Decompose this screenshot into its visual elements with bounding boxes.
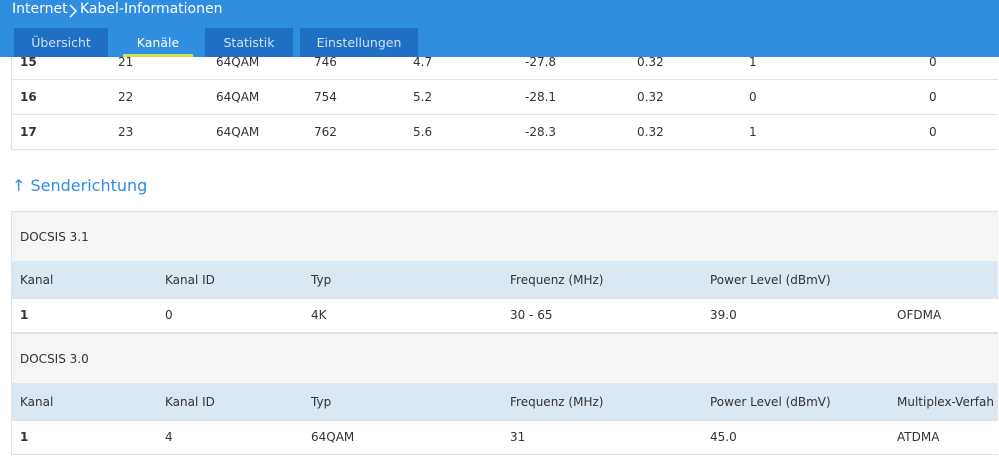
table-cell: 64QAM xyxy=(216,55,260,69)
tab[interactable]: Einstellungen xyxy=(300,28,418,57)
tab[interactable]: Übersicht xyxy=(14,28,108,57)
table-cell: 31 xyxy=(510,430,526,444)
header-bar: Internet Kabel-Informationen Übersicht Kanä… xyxy=(0,0,999,57)
table-cell: 1 xyxy=(749,125,757,139)
row-label: 15 xyxy=(20,55,37,69)
breadcrumb-item[interactable]: Internet xyxy=(12,1,68,17)
column-header: Kanal ID xyxy=(165,272,215,287)
table-row: 16 22 64QAM 754 5.2 -28.1 0.32 0 0 xyxy=(11,80,998,115)
table-cell: -27.8 xyxy=(525,55,557,69)
section-label: DOCSIS 3.1 xyxy=(20,229,89,244)
table-row: 1 0 4K 30 - 65 39.0 OFDMA xyxy=(11,298,998,333)
table-cell: 1 xyxy=(749,55,757,69)
section-label-row: DOCSIS 3.0 xyxy=(11,333,998,384)
column-header: Kanal xyxy=(20,272,54,287)
column-header: Kanal ID xyxy=(165,394,215,409)
breadcrumb-chevron xyxy=(69,4,78,18)
table-cell: 0.32 xyxy=(637,125,664,139)
table-row: 15 21 64QAM 746 4.7 -27.8 0.32 1 0 xyxy=(11,45,998,80)
column-header: Frequenz (MHz) xyxy=(510,272,604,287)
table-cell: 64QAM xyxy=(311,430,355,444)
row-label: 17 xyxy=(20,125,37,139)
column-header: Kanal xyxy=(20,394,54,409)
table-cell: ATDMA xyxy=(897,430,940,444)
column-header: Power Level (dBmV) xyxy=(710,272,831,287)
table-cell: 0 xyxy=(929,125,937,139)
table-cell: 0.32 xyxy=(637,90,664,104)
breadcrumb-current: Kabel-Informationen xyxy=(80,1,223,17)
section-label: DOCSIS 3.0 xyxy=(20,351,89,366)
table-cell: 762 xyxy=(314,125,337,139)
column-header: Power Level (dBmV) xyxy=(710,394,831,409)
section-title: ↑ Senderichtung xyxy=(12,176,148,195)
header-row: Kanal Kanal ID Typ Frequenz (MHz) Power Leve… xyxy=(11,261,998,299)
column-header: Multiplex-Verfah xyxy=(897,394,994,409)
table-cell: 45.0 xyxy=(710,430,737,444)
table-cell: 64QAM xyxy=(216,125,260,139)
table-cell: 64QAM xyxy=(216,90,260,104)
table-cell: 0 xyxy=(929,55,937,69)
table-cell: 0 xyxy=(929,90,937,104)
table-cell: 21 xyxy=(118,55,134,69)
row-label: 1 xyxy=(20,430,29,444)
table-cell: -28.1 xyxy=(525,90,557,104)
table-cell: 4.7 xyxy=(413,55,433,69)
table-cell: 5.2 xyxy=(413,90,433,104)
table-cell: 0 xyxy=(749,90,757,104)
tab[interactable]: Kanäle xyxy=(117,28,199,57)
header-row: Kanal Kanal ID Typ Frequenz (MHz) Power Leve… xyxy=(11,383,998,421)
table-cell: 22 xyxy=(118,90,134,104)
table-cell: 0.32 xyxy=(637,55,664,69)
table-cell: 39.0 xyxy=(710,308,737,322)
table-row: 1 4 64QAM 31 45.0 ATDMA xyxy=(11,420,998,455)
table-cell: 0 xyxy=(165,308,173,322)
table-cell: OFDMA xyxy=(897,308,942,322)
table-cell: 4 xyxy=(165,430,173,444)
column-header: Frequenz (MHz) xyxy=(510,394,604,409)
row-label: 1 xyxy=(20,308,29,322)
table-cell: 4K xyxy=(311,308,327,322)
table-cell: 23 xyxy=(118,125,134,139)
column-header: Typ xyxy=(311,272,332,287)
row-label: 16 xyxy=(20,90,37,104)
section-label-row: DOCSIS 3.1 xyxy=(11,211,998,262)
tab[interactable]: Statistik xyxy=(205,28,293,57)
table-cell: 746 xyxy=(314,55,337,69)
table-cell: -28.3 xyxy=(525,125,557,139)
table-cell: 30 - 65 xyxy=(510,308,553,322)
column-header: Typ xyxy=(311,394,332,409)
table-row: 17 23 64QAM 762 5.6 -28.3 0.32 1 0 xyxy=(11,115,998,150)
table-cell: 5.6 xyxy=(413,125,433,139)
table-cell: 754 xyxy=(314,90,337,104)
